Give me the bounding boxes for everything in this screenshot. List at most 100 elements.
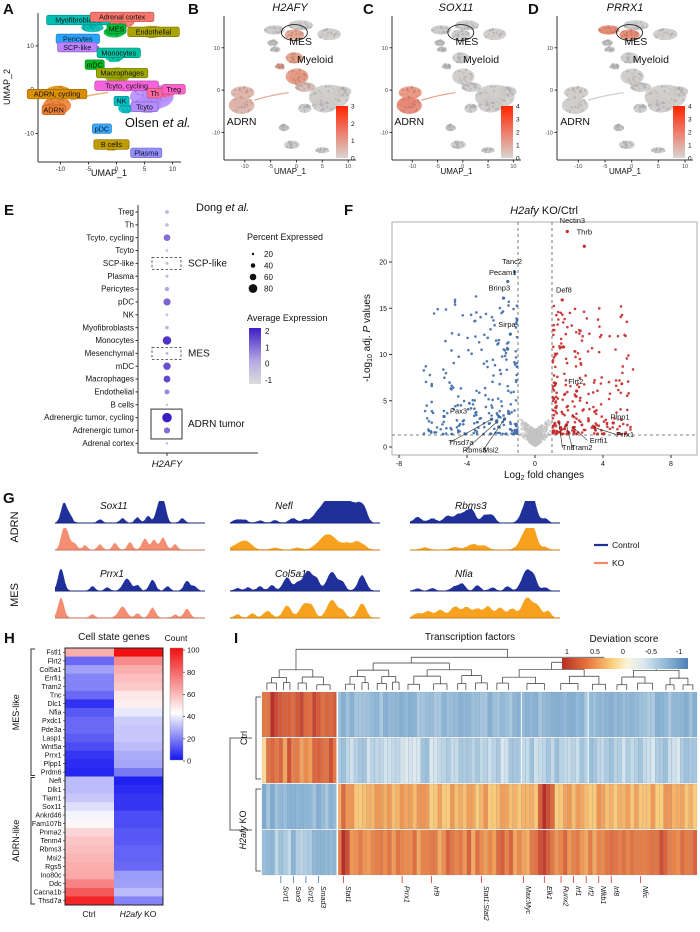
mes-circle-annotation [447, 24, 475, 41]
cluster-label: Plasma [134, 148, 158, 157]
svg-text:-10: -10 [380, 130, 388, 136]
count-colorbar-tick: 60 [187, 690, 195, 699]
volcano-gene-label: Thsd7a [449, 438, 475, 447]
svg-text:-10: -10 [56, 166, 66, 173]
svg-text:5: 5 [487, 164, 490, 170]
svg-text:5: 5 [143, 166, 147, 173]
cluster-label: Tcyto, cycling [105, 81, 148, 90]
cluster-label: Tcyto [136, 102, 153, 111]
track-gene-label: Rbms3 [455, 501, 487, 512]
column-dendrogram [266, 648, 694, 690]
cluster-label: Endothelial [136, 27, 172, 36]
heatmap-cell [114, 725, 163, 735]
heatmap-cell [114, 879, 163, 889]
heatmap-cell [114, 665, 163, 675]
heatmap-group-label: ADRN-like [11, 820, 21, 862]
track-gene-label: Col5a1 [275, 569, 307, 580]
cluster-label-pill [127, 26, 180, 37]
panel-i-heatmap: Ctrl H2afy KO Scrt1 Sox9 Scrt2 Smad3 Stat1 Prrx… [229, 632, 698, 921]
heatmap-cell [65, 845, 114, 854]
heatmap-row-label: Fstl1 [46, 650, 61, 657]
cluster-label-pill [113, 95, 130, 107]
panel-letter-h: H [4, 630, 15, 647]
cluster-label: SCP-like [63, 43, 91, 52]
heatmap-cell [114, 870, 163, 880]
deviation-legend-title: Deviation score [590, 634, 659, 645]
heatmap-cell [114, 836, 163, 846]
dotplot-dot [165, 325, 169, 330]
colorbar-tick: 0 [688, 156, 692, 163]
heatmap-cell [65, 673, 114, 683]
volcano-gene-label: Tram2 [571, 443, 592, 452]
volcano-x-label: Log2 fold changes [504, 470, 584, 482]
svg-text:-5: -5 [268, 164, 273, 170]
svg-text:0: 0 [461, 164, 464, 170]
svg-text:10: 10 [682, 164, 688, 170]
cluster-label-pill [96, 47, 141, 58]
heatmap-row-label: Pnma2 [39, 830, 61, 837]
svg-text:-10: -10 [241, 164, 249, 170]
heatmap-cell [114, 673, 163, 683]
panel-g-tracks: ADRN Sox11 Nefl Rbms3 MES Prrx1 Col5a1 Nfia Cont… [9, 501, 640, 619]
cluster-label: Th [150, 89, 158, 98]
legend-size-label: 40 [264, 261, 273, 270]
heatmap-cell [114, 802, 163, 812]
legend-avg-tick: -1 [265, 376, 273, 385]
panel-a-x-label: UMAP_1 [91, 168, 127, 178]
heatmap-cell [114, 707, 163, 717]
colorbar-tick: 2 [351, 121, 355, 128]
volcano-gene-label: Sirpa [498, 320, 516, 329]
dotplot-row-label: NK [123, 310, 135, 319]
dotplot-dot [165, 274, 169, 278]
heatmap-cell [65, 725, 114, 735]
annotation-mes: MES [625, 36, 648, 48]
heatmap-col-label: H2afy KO [120, 909, 157, 919]
heatmap-row-label: Tram2 [42, 684, 62, 691]
heatmap-cell [65, 750, 114, 760]
dotplot-dot [162, 336, 172, 345]
tf-label: Scrt1 [281, 886, 288, 902]
svg-text:-5: -5 [603, 164, 608, 170]
cluster-label-pill [130, 147, 163, 158]
svg-text:5: 5 [321, 164, 324, 170]
legend-size-dot [248, 284, 258, 293]
legend-percent-title: Percent Expressed [247, 232, 323, 242]
volcano-points [422, 295, 635, 448]
cluster-label: ADRN, cycling [34, 90, 80, 99]
volcano-gene-label: Def8 [556, 286, 572, 295]
colorbar-tick: 1 [688, 143, 692, 150]
dotplot-row-label: Treg [118, 208, 134, 217]
dotplot-dot [164, 287, 170, 292]
colorbar-tick: 1 [516, 143, 520, 150]
heatmap-row-label: Tiam1 [42, 795, 61, 802]
heatmap-cell [65, 887, 114, 897]
gD-clusters [561, 20, 689, 154]
cluster-label: MES [109, 24, 125, 33]
svg-text:0: 0 [533, 461, 537, 468]
tf-label: Nfkb1 [599, 886, 606, 904]
heatmap-row-label: Sox11 [42, 804, 61, 811]
volcano-gene-label: Thrb [577, 227, 592, 236]
tf-label: Smad3 [319, 886, 326, 908]
dashed-highlight-box [151, 256, 182, 270]
tf-label: Irf2 [587, 886, 594, 896]
dotplot-dot [163, 298, 171, 306]
svg-text:-8: -8 [396, 461, 402, 468]
heatmap-cell [114, 716, 163, 726]
heatmap-cell [114, 750, 163, 760]
svg-text:0: 0 [295, 164, 298, 170]
svg-text:10: 10 [382, 46, 388, 52]
panel-letter-g: G [3, 490, 15, 507]
heatmap-cell [65, 776, 114, 786]
heatmap-cell [65, 870, 114, 880]
svg-text:0: 0 [115, 166, 119, 173]
panel-b-title: H2AFY [272, 2, 308, 14]
dotplot-dot [163, 427, 171, 434]
svg-text:0: 0 [385, 88, 388, 94]
heatmap-cell [65, 853, 114, 863]
volcano-title: H2afy KO/Ctrl [510, 205, 578, 217]
legend-avg-title: Average Expression [247, 313, 327, 323]
